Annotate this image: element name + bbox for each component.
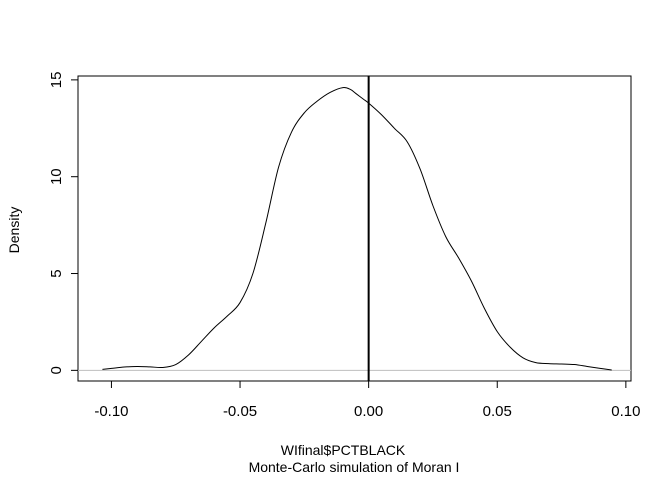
x-tick-label: 0.00 (354, 403, 383, 420)
y-axis-label: Density (6, 207, 22, 254)
x-tick-label: -0.05 (223, 403, 257, 420)
plot-box (77, 75, 632, 382)
x-tick-label: 0.10 (611, 403, 640, 420)
y-tick-label: 0 (48, 366, 65, 374)
density-curve (102, 87, 612, 371)
chart-subtitle: Monte-Carlo simulation of Moran I (249, 459, 460, 475)
y-tick-label: 5 (48, 269, 65, 277)
y-tick-label: 15 (48, 72, 65, 89)
x-axis: -0.10 -0.05 0.00 0.05 0.10 (94, 380, 640, 420)
x-tick-label: 0.05 (483, 403, 512, 420)
y-tick-label: 10 (48, 168, 65, 185)
x-tick-label: -0.10 (94, 403, 128, 420)
x-axis-label: WIfinal$PCTBLACK (281, 442, 406, 458)
y-axis: 0 5 10 15 (48, 72, 79, 375)
